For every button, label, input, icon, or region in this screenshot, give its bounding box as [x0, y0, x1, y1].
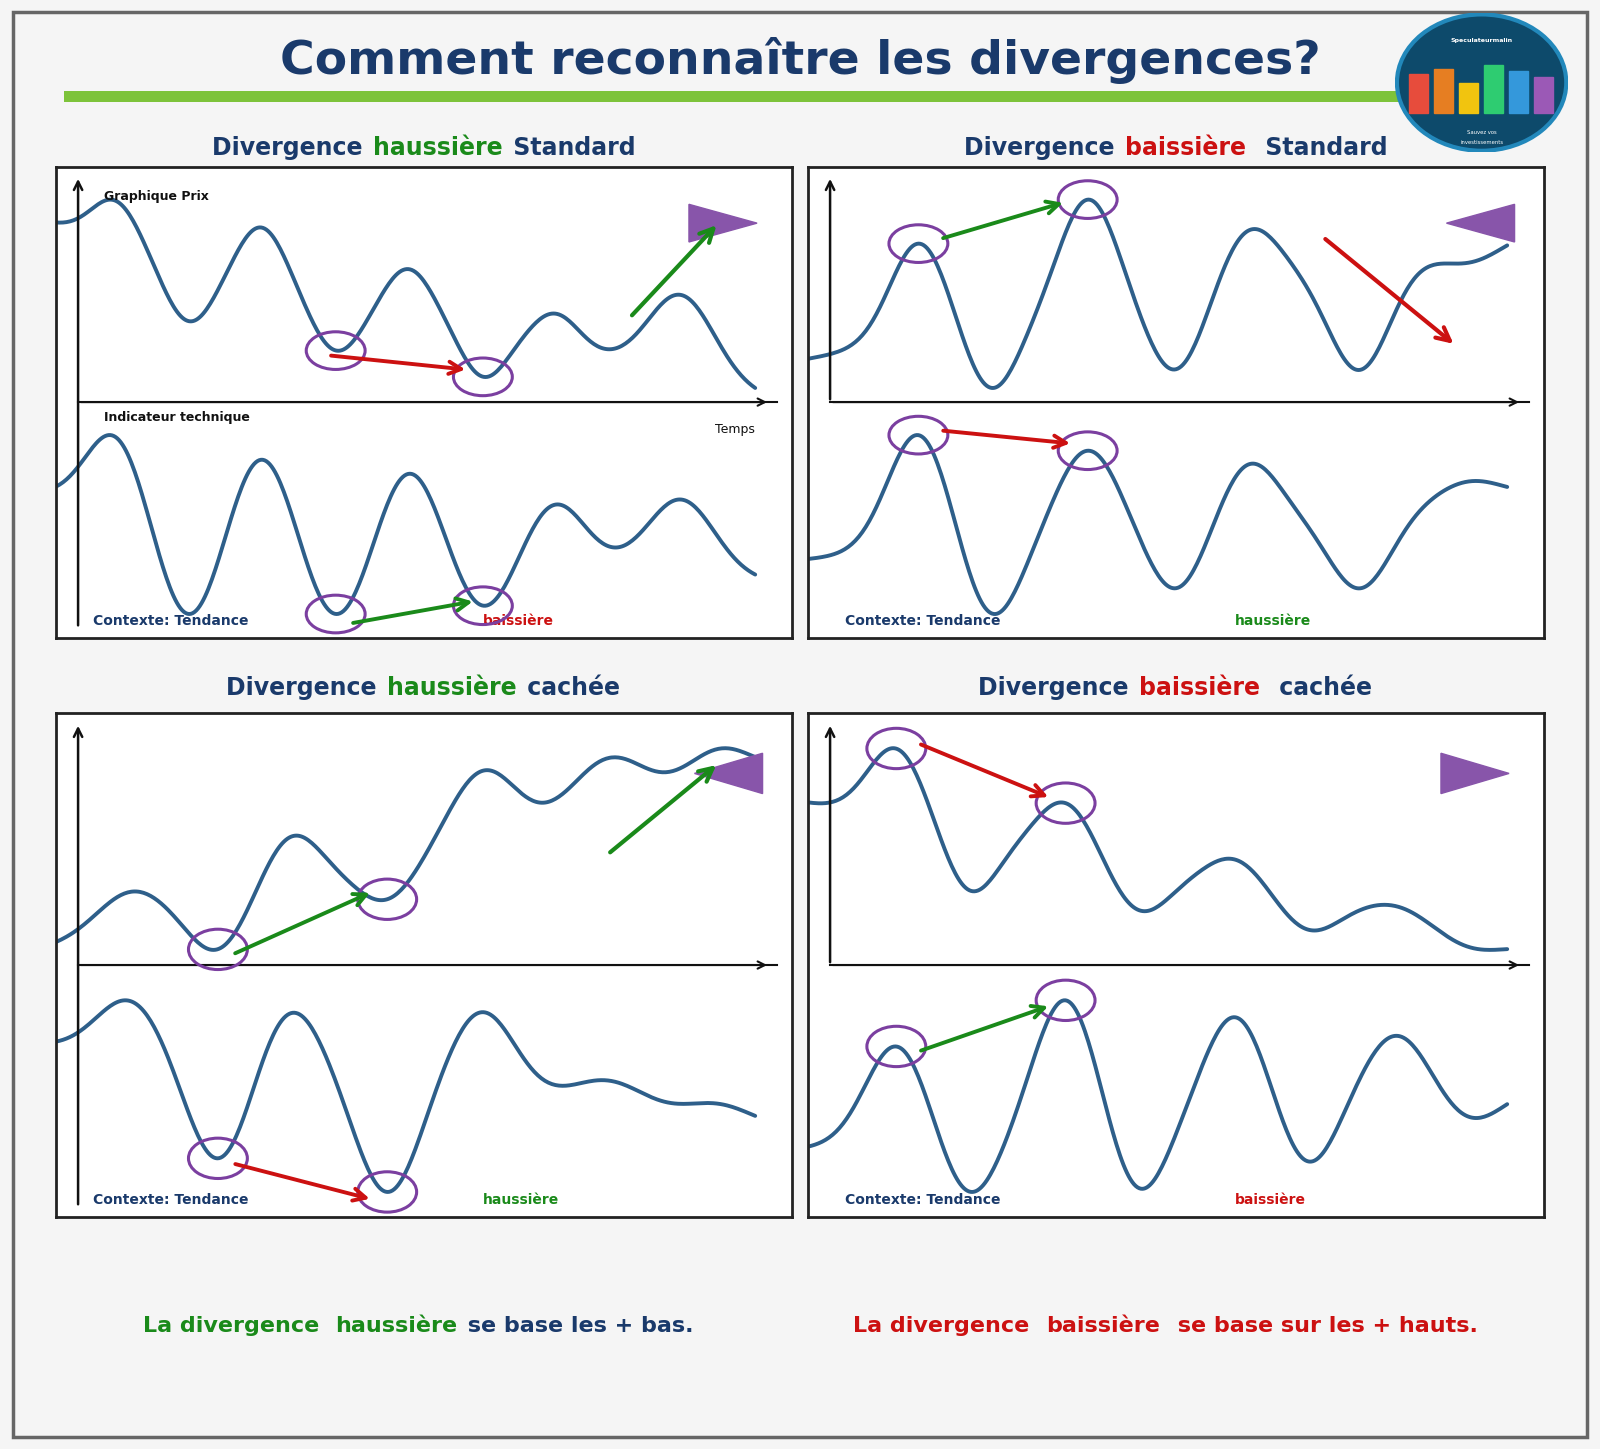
- Text: se base les + bas.: se base les + bas.: [459, 1316, 693, 1336]
- Bar: [1509, 71, 1528, 113]
- Text: Standard: Standard: [504, 136, 635, 159]
- Text: Contexte: Tendance: Contexte: Tendance: [93, 1193, 253, 1207]
- Text: La divergence: La divergence: [853, 1316, 1037, 1336]
- Text: La divergence: La divergence: [142, 1316, 326, 1336]
- Text: baissière: baissière: [483, 614, 554, 627]
- Text: baissière: baissière: [1046, 1316, 1160, 1336]
- Text: se base sur les + hauts.: se base sur les + hauts.: [1170, 1316, 1478, 1336]
- Text: Temps: Temps: [715, 423, 755, 436]
- Text: Standard: Standard: [1256, 136, 1387, 159]
- Bar: [1485, 65, 1504, 113]
- Text: Divergence: Divergence: [211, 136, 371, 159]
- Text: cachée: cachée: [518, 677, 621, 700]
- Bar: [1534, 77, 1554, 113]
- Bar: [1434, 68, 1453, 113]
- Text: Divergence: Divergence: [963, 136, 1123, 159]
- Text: haussière: haussière: [387, 677, 517, 700]
- Text: Comment reconnaître les divergences?: Comment reconnaître les divergences?: [280, 38, 1320, 84]
- Text: haussière: haussière: [373, 136, 502, 159]
- Text: baissière: baissière: [1125, 136, 1246, 159]
- Text: Indicateur technique: Indicateur technique: [104, 412, 250, 425]
- Text: investissements: investissements: [1461, 141, 1502, 145]
- Text: haussière: haussière: [336, 1316, 458, 1336]
- Text: Contexte: Tendance: Contexte: Tendance: [845, 1193, 1005, 1207]
- Text: haussière: haussière: [1235, 614, 1310, 627]
- Text: Contexte: Tendance: Contexte: Tendance: [845, 614, 1005, 627]
- Text: baissière: baissière: [1139, 677, 1261, 700]
- Text: Graphique Prix: Graphique Prix: [104, 190, 208, 203]
- Text: Sauvez vos: Sauvez vos: [1467, 130, 1496, 135]
- Text: Contexte: Tendance: Contexte: Tendance: [93, 614, 253, 627]
- Polygon shape: [694, 753, 763, 794]
- Text: haussière: haussière: [483, 1193, 558, 1207]
- Bar: [1410, 74, 1429, 113]
- Text: baissière: baissière: [1235, 1193, 1306, 1207]
- Bar: [1459, 83, 1478, 113]
- Polygon shape: [690, 204, 757, 242]
- Circle shape: [1397, 14, 1566, 151]
- Polygon shape: [1442, 753, 1509, 794]
- Text: Divergence: Divergence: [978, 677, 1138, 700]
- Polygon shape: [1446, 204, 1515, 242]
- Text: Speculateurmalin: Speculateurmalin: [1451, 38, 1512, 43]
- Text: cachée: cachée: [1270, 677, 1373, 700]
- Text: Divergence: Divergence: [226, 677, 386, 700]
